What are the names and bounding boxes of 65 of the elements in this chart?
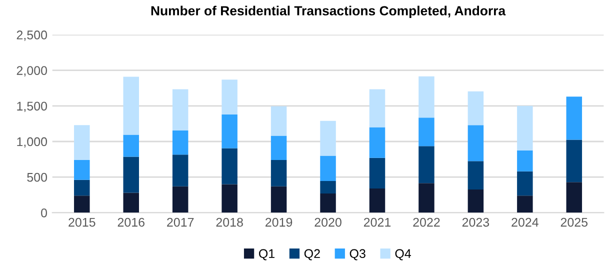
x-tick-label: 2022 bbox=[413, 218, 440, 227]
x-tick-label: 2023 bbox=[462, 218, 490, 227]
bar bbox=[222, 80, 238, 114]
bar bbox=[517, 171, 533, 196]
bar bbox=[222, 148, 238, 184]
bar bbox=[74, 125, 90, 160]
bar bbox=[270, 106, 287, 136]
bar bbox=[123, 192, 139, 213]
legend-label: Q3 bbox=[350, 249, 366, 260]
bar bbox=[369, 158, 386, 188]
bar bbox=[172, 130, 188, 155]
bar bbox=[172, 154, 188, 186]
bar bbox=[172, 186, 188, 213]
bar bbox=[74, 160, 90, 180]
bar bbox=[74, 196, 90, 213]
bar bbox=[270, 136, 287, 160]
legend-label: Q2 bbox=[304, 249, 320, 260]
bar bbox=[566, 182, 582, 213]
bar bbox=[123, 134, 139, 157]
bar bbox=[468, 91, 484, 126]
x-tick-label: 2020 bbox=[314, 218, 342, 227]
legend-label: Q1 bbox=[259, 249, 274, 260]
x-tick-label: 2025 bbox=[560, 218, 588, 227]
bar bbox=[566, 96, 582, 140]
x-tick-label: 2018 bbox=[216, 218, 243, 227]
bar bbox=[270, 160, 287, 186]
bar bbox=[517, 106, 533, 150]
bar bbox=[123, 156, 139, 193]
y-tick-label: 1,500 bbox=[17, 102, 48, 112]
bar bbox=[517, 150, 533, 172]
bar bbox=[320, 120, 336, 156]
x-tick-label: 2021 bbox=[364, 218, 391, 227]
bar bbox=[369, 127, 386, 158]
bar bbox=[369, 89, 386, 128]
bar bbox=[468, 161, 484, 190]
x-tick-label: 2017 bbox=[167, 218, 194, 227]
x-tick-label: 2024 bbox=[512, 218, 538, 227]
bar bbox=[222, 114, 238, 148]
y-tick-label: 0 bbox=[41, 208, 48, 218]
y-tick-label: 1,000 bbox=[17, 137, 48, 148]
legend-label: Q4 bbox=[395, 249, 412, 260]
bar bbox=[222, 184, 238, 213]
bar bbox=[320, 181, 336, 194]
bar bbox=[468, 190, 484, 213]
bar bbox=[418, 76, 434, 118]
x-tick-label: 2019 bbox=[266, 218, 292, 227]
bar bbox=[418, 118, 434, 146]
bar bbox=[418, 183, 434, 213]
x-tick-label: 2015 bbox=[68, 218, 96, 227]
x-tick-label: 2016 bbox=[118, 218, 144, 227]
y-tick-label: 500 bbox=[27, 172, 48, 182]
y-tick-label: 2,000 bbox=[16, 66, 48, 76]
bar bbox=[270, 186, 287, 213]
bar bbox=[369, 188, 386, 213]
y-tick-label: 2,500 bbox=[16, 30, 48, 41]
bar bbox=[566, 140, 582, 182]
bar bbox=[123, 76, 139, 135]
bar bbox=[418, 146, 434, 184]
bar bbox=[468, 125, 484, 162]
bar bbox=[74, 180, 90, 196]
bar bbox=[172, 89, 188, 130]
bar bbox=[320, 193, 336, 213]
bar bbox=[517, 196, 533, 213]
bar bbox=[320, 156, 336, 181]
chart-title: Number of Residential Transactions Completed, Andorra bbox=[151, 6, 506, 18]
